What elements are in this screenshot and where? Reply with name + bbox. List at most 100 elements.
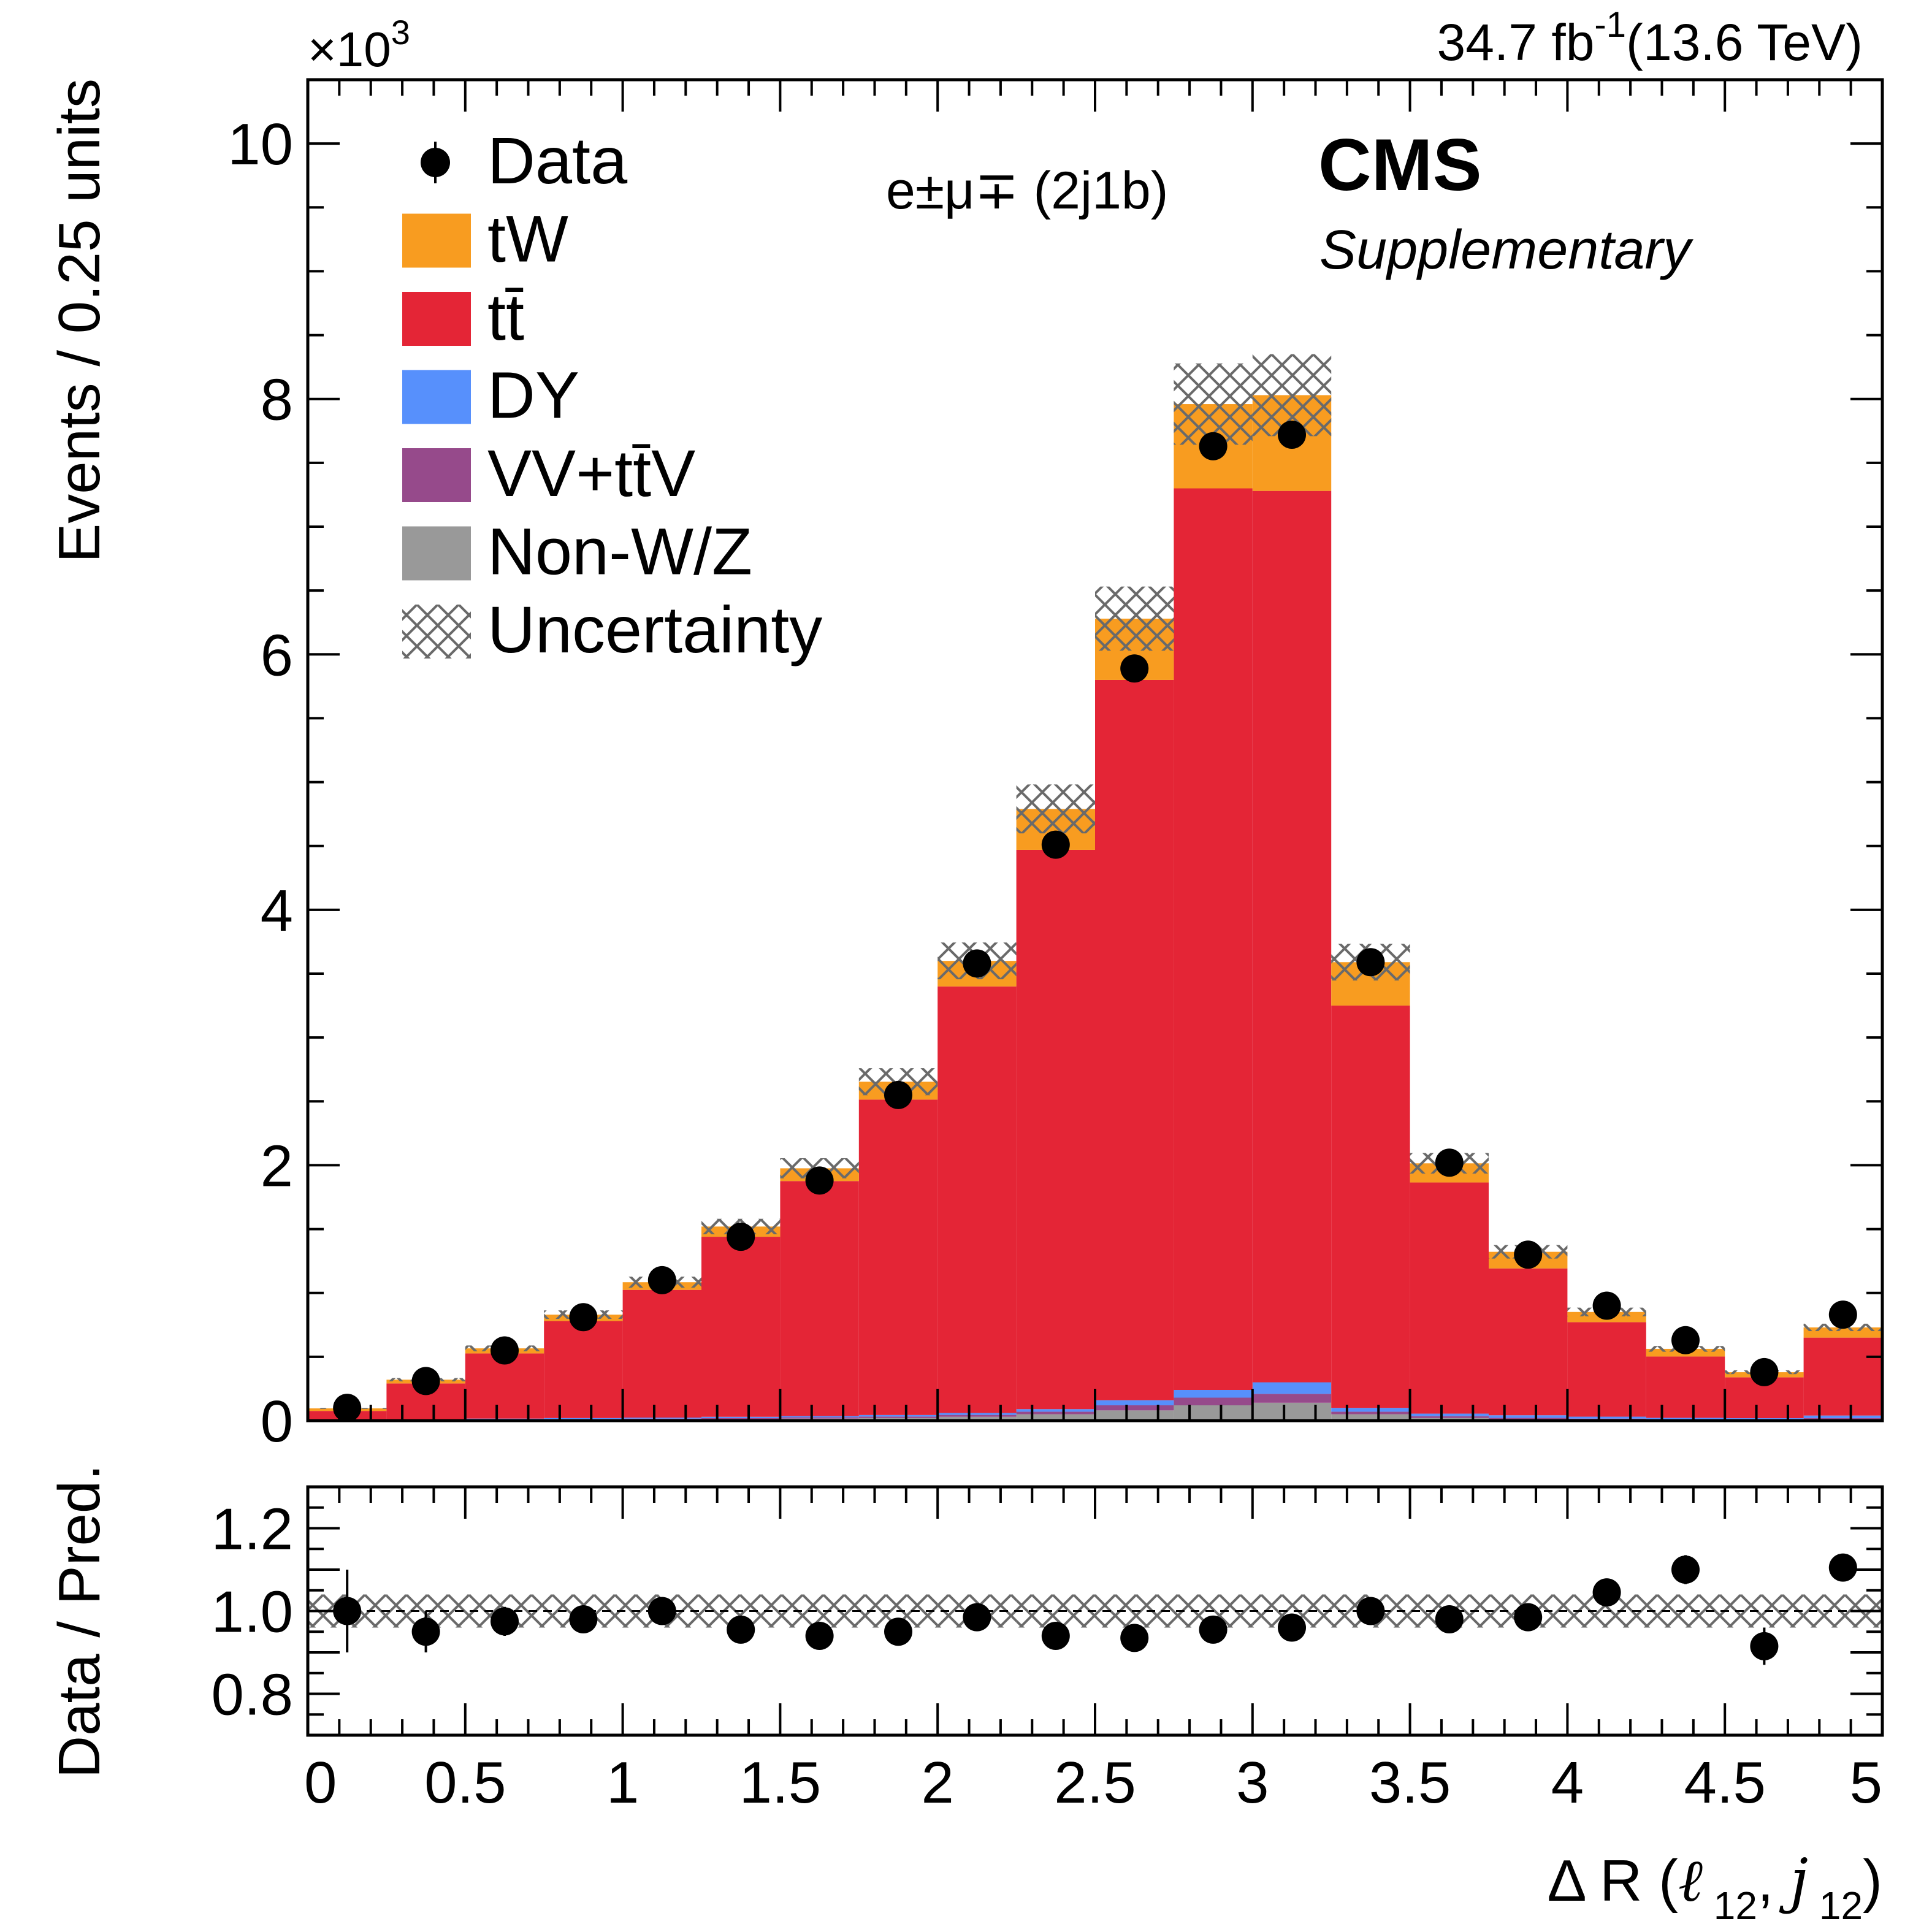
data-point	[1671, 1326, 1700, 1354]
y-tick-label: 8	[261, 367, 293, 433]
channel-label: e±μ∓ (2j1b)	[886, 161, 1168, 220]
stack-bar	[1016, 1411, 1095, 1415]
legend-label: Non-W/Z	[487, 514, 752, 589]
y-tick-label: 10	[227, 112, 293, 177]
x-tick-label: 1.5	[739, 1750, 821, 1816]
stack-bar	[1331, 1006, 1410, 1408]
x-tick-label: 0.5	[424, 1750, 506, 1816]
ratio-point	[1120, 1624, 1149, 1652]
x-axis-title: Δ R (ℓ 12, j 12)	[1548, 1846, 1882, 1928]
legend-item-dy: DY	[402, 358, 579, 432]
x-tick-label: 2.5	[1054, 1750, 1136, 1816]
stack-bar	[1725, 1418, 1804, 1420]
legend-marker	[421, 148, 450, 177]
legend-item-data: Data	[421, 123, 628, 197]
series-tt-	[308, 488, 1882, 1420]
stack-bar	[544, 1321, 623, 1418]
legend-swatch	[402, 370, 471, 424]
data-point	[1828, 1300, 1857, 1329]
stack-bar	[622, 1289, 701, 1418]
ratio-point	[1356, 1597, 1385, 1625]
stack-bar	[1331, 1408, 1410, 1412]
cms-label: CMS	[1318, 124, 1482, 206]
legend-label: tW	[487, 202, 568, 276]
ratio-point	[1750, 1632, 1779, 1660]
stack-bar	[1252, 1394, 1332, 1403]
stack-bar	[1489, 1268, 1568, 1416]
stack-bar	[1252, 1382, 1332, 1394]
data-point	[1041, 830, 1070, 859]
stack-bar	[1410, 1182, 1489, 1414]
stack-bar	[622, 1418, 701, 1419]
stack-bar	[858, 1416, 938, 1418]
uncertainty-band	[1016, 784, 1095, 834]
stack-bar	[1567, 1322, 1646, 1417]
legend-item-ttbar: tt̄	[402, 280, 524, 354]
stack-bar	[1016, 1414, 1095, 1421]
data-point	[333, 1394, 362, 1422]
ratio-data-layer	[333, 1553, 1857, 1665]
ratio-y-tick-label: 1.0	[212, 1579, 293, 1645]
legend-swatch	[402, 526, 471, 581]
legend-swatch	[402, 292, 471, 346]
energy-label: (13.6 TeV)	[1626, 13, 1863, 71]
ratio-point	[1278, 1613, 1306, 1642]
stack-bar	[1016, 1409, 1095, 1412]
y-axis-title: Events / 0.25 units	[47, 78, 112, 563]
y-tick-label: 2	[261, 1133, 293, 1199]
supplementary-label: Supplementary	[1319, 220, 1693, 281]
stack-bar	[1331, 1414, 1410, 1421]
ratio-axes: 0.8 1.0 1.2 0 0.5 1 1.5 2 2.5 3 3.5 4 4.5 5	[212, 1485, 1884, 1816]
stack-bar	[1410, 1413, 1489, 1416]
x-tick-label: 3.5	[1369, 1750, 1451, 1816]
legend-label: tt̄	[487, 280, 524, 354]
legend-swatch	[402, 448, 471, 502]
data-point	[569, 1303, 598, 1332]
y-tick-label: 0	[261, 1389, 293, 1454]
stack-bar	[701, 1418, 781, 1419]
stack-bar	[858, 1099, 938, 1415]
ratio-point	[1199, 1615, 1228, 1644]
data-point	[884, 1080, 912, 1109]
multiplier-exponent: 3	[391, 13, 410, 52]
stack-bar	[1646, 1418, 1725, 1419]
ratio-y-axis-title: Data / Pred.	[47, 1464, 112, 1778]
data-point	[1592, 1291, 1621, 1320]
stack-bar	[937, 1416, 1017, 1421]
uncertainty-band	[1095, 586, 1174, 651]
x-tick-label: 4	[1551, 1750, 1584, 1816]
y-tick-label: 6	[261, 622, 293, 688]
ratio-point	[1514, 1603, 1543, 1632]
stack-bar	[1095, 1410, 1174, 1421]
stack-bar	[1803, 1415, 1882, 1418]
stack-bar	[1803, 1418, 1882, 1419]
stack-bar	[1410, 1416, 1489, 1418]
legend-item-unc: Uncertainty	[402, 592, 822, 666]
ratio-point	[333, 1597, 362, 1625]
stack-bar	[544, 1418, 623, 1419]
stack-bar	[1095, 1405, 1174, 1411]
legend-swatch	[402, 605, 471, 659]
ratio-point	[569, 1605, 598, 1633]
legend-label: Uncertainty	[487, 592, 822, 666]
legend-label: DY	[487, 358, 579, 432]
stack-bar	[1489, 1418, 1568, 1419]
stack-bar	[937, 1415, 1017, 1417]
x-tick-label: 3	[1236, 1750, 1269, 1816]
stack-bar	[701, 1237, 781, 1417]
main-panel: 0 2 4 6 8 10	[227, 78, 1884, 1454]
x-tick-label: 0	[304, 1750, 337, 1816]
stack-bar	[1174, 1405, 1253, 1421]
stack-bar	[1646, 1356, 1725, 1418]
ratio-point	[805, 1622, 834, 1650]
ratio-point	[1592, 1578, 1621, 1607]
ratio-point	[727, 1615, 755, 1644]
stack-bar	[1095, 1400, 1174, 1406]
legend-item-vv: VV+tt̄V	[402, 436, 695, 510]
data-point	[1356, 948, 1385, 977]
stack-bar	[858, 1415, 938, 1417]
x-tick-label: 2	[922, 1750, 954, 1816]
stack-bar	[1174, 488, 1253, 1391]
